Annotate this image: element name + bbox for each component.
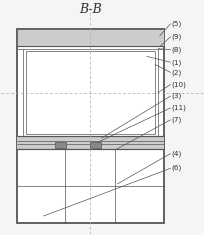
Bar: [55, 141, 66, 148]
Text: (9): (9): [171, 33, 181, 40]
Text: B-B: B-B: [79, 3, 101, 16]
Text: (10): (10): [171, 81, 186, 88]
Text: (4): (4): [171, 150, 181, 157]
Text: (2): (2): [171, 69, 181, 76]
Text: (1): (1): [171, 59, 181, 66]
Text: (7): (7): [171, 117, 181, 123]
Bar: [17, 136, 163, 149]
Bar: [90, 141, 101, 148]
Bar: [17, 29, 163, 223]
Text: (3): (3): [171, 93, 181, 99]
Text: (8): (8): [171, 47, 181, 53]
Text: (5): (5): [171, 20, 181, 27]
Text: (11): (11): [171, 105, 186, 111]
Text: (6): (6): [171, 165, 181, 172]
Bar: [17, 29, 163, 46]
